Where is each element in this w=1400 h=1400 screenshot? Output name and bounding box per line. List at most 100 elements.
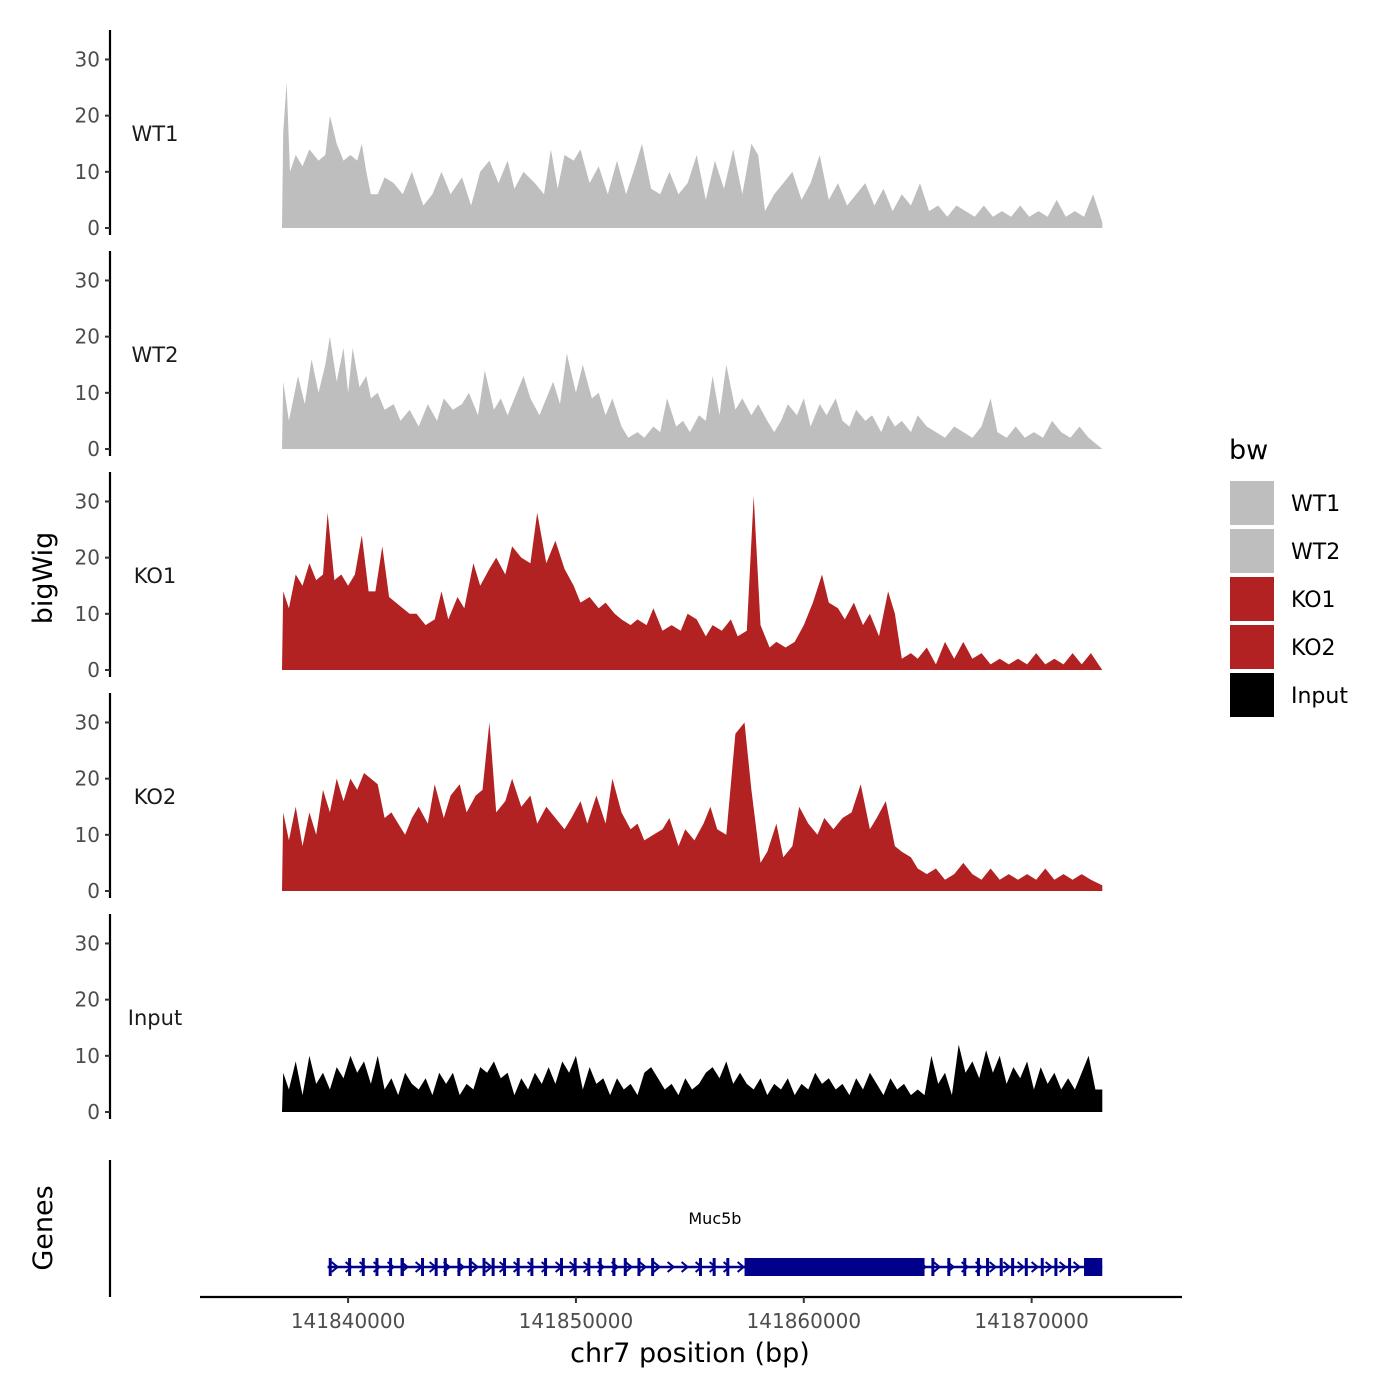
strand-arrow: [470, 1261, 480, 1273]
strand-arrow: [1044, 1261, 1054, 1273]
gene-name-label: Muc5b: [688, 1209, 741, 1228]
gene-exon: [637, 1258, 641, 1276]
y-tick-label: 20: [75, 325, 100, 349]
gene-exon: [651, 1258, 655, 1276]
strand-arrow: [722, 1261, 732, 1273]
y-tick-label: 10: [75, 160, 100, 184]
strand-arrow: [1016, 1261, 1026, 1273]
y-tick-label: 0: [87, 1100, 100, 1124]
legend-item-input: Input: [1228, 671, 1348, 719]
y-tick-label: 20: [75, 104, 100, 128]
y-tick-label: 20: [75, 546, 100, 570]
track-panel-ko1: 0 10 20 30 KO1: [75, 472, 1103, 682]
gene-exon: [1084, 1258, 1103, 1276]
y-tick-label: 20: [75, 767, 100, 791]
legend-item-ko2: KO2: [1228, 623, 1336, 671]
legend-label: KO2: [1291, 636, 1336, 661]
gene-exon: [999, 1258, 1003, 1276]
gene-exon: [573, 1258, 577, 1276]
track-label-ko2: KO2: [134, 785, 177, 809]
gene-exon: [947, 1258, 951, 1276]
gene-exon: [698, 1258, 702, 1276]
gene-exon: [389, 1258, 393, 1276]
gene-exon: [1068, 1258, 1072, 1276]
gene-muc5b: Muc5b: [327, 1209, 1103, 1276]
legend-item-wt2: WT2: [1228, 527, 1340, 575]
x-tick-label: 141840000: [291, 1309, 406, 1333]
track-panel-ko2: 0 10 20 30 KO2: [75, 693, 1103, 903]
strand-arrow: [1058, 1261, 1068, 1273]
gene-exon: [544, 1258, 548, 1276]
strand-arrow: [932, 1261, 942, 1273]
gene-exon: [375, 1258, 379, 1276]
gene-exon: [598, 1258, 602, 1276]
y-tick-label: 30: [75, 268, 100, 292]
gene-exon: [712, 1258, 716, 1276]
gene-exon: [457, 1258, 461, 1276]
legend-label: WT1: [1291, 492, 1340, 517]
y-tick-label: 10: [75, 381, 100, 405]
x-tick-label: 141850000: [519, 1309, 634, 1333]
legend: bw WT1 WT2 KO1 KO2 Input: [1228, 435, 1348, 719]
gene-exon: [1011, 1258, 1015, 1276]
legend-item-wt1: WT1: [1228, 479, 1340, 527]
y-tick-label: 30: [75, 489, 100, 513]
area-series-wt2: [282, 336, 1103, 449]
gene-exon: [491, 1258, 495, 1276]
area-series-wt1: [282, 81, 1103, 229]
legend-title: bw: [1229, 435, 1268, 466]
track-label-wt2: WT2: [132, 343, 179, 367]
y-tick-label: 0: [87, 216, 100, 240]
gene-exon: [559, 1258, 563, 1276]
track-panel-wt2: 0 10 20 30 WT2: [75, 251, 1103, 461]
gene-exon: [482, 1258, 486, 1276]
track-label-input: Input: [128, 1006, 182, 1030]
track-panel-wt1: 0 10 20 30 WT1: [75, 30, 1103, 240]
gene-exon: [348, 1258, 352, 1276]
legend-swatch: [1228, 623, 1276, 671]
area-series-input: [282, 1044, 1103, 1112]
gene-exon: [623, 1258, 627, 1276]
strand-arrow: [330, 1261, 340, 1273]
strand-arrow: [526, 1261, 536, 1273]
gene-exon: [744, 1258, 925, 1276]
y-tick-label: 0: [87, 658, 100, 682]
y-axis-title: bigWig: [28, 532, 59, 625]
gene-exon: [726, 1258, 730, 1276]
strand-arrow: [1002, 1261, 1012, 1273]
y-tick-label: 20: [75, 988, 100, 1012]
y-tick-label: 30: [75, 710, 100, 734]
strand-arrow: [624, 1261, 634, 1273]
y-tick-label: 0: [87, 437, 100, 461]
track-panels: 0 10 20 30 WT1 0 10 20 30 WT2 0 10 20 30 KO1 0 10 20 30 KO2…: [75, 30, 1103, 1124]
gene-exon: [516, 1258, 520, 1276]
strand-arrow: [736, 1261, 746, 1273]
gene-exon: [434, 1258, 438, 1276]
y-tick-label: 10: [75, 823, 100, 847]
strand-arrow: [484, 1261, 494, 1273]
legend-swatch: [1228, 575, 1276, 623]
track-label-ko1: KO1: [134, 564, 177, 588]
strand-arrow: [638, 1261, 648, 1273]
gene-exon: [1054, 1258, 1058, 1276]
strand-arrow: [680, 1261, 690, 1273]
gene-exon: [1024, 1258, 1028, 1276]
area-series-ko2: [282, 722, 1103, 891]
gene-exon: [530, 1258, 534, 1276]
legend-label: KO1: [1291, 588, 1336, 613]
area-series-ko1: [282, 495, 1103, 670]
genes-axis-title: Genes: [28, 1185, 59, 1270]
strand-arrow: [358, 1261, 368, 1273]
track-panel-input: 0 10 20 30 Input: [75, 914, 1103, 1124]
x-tick-label: 141870000: [974, 1309, 1089, 1333]
strand-arrow: [540, 1261, 550, 1273]
legend-swatch: [1228, 527, 1276, 575]
y-tick-label: 30: [75, 931, 100, 955]
legend-label: WT2: [1291, 540, 1340, 565]
strand-arrow: [988, 1261, 998, 1273]
track-label-wt1: WT1: [132, 122, 179, 146]
genes-track: Muc5b: [108, 1160, 1103, 1297]
gene-exon: [503, 1258, 507, 1276]
x-axis-title: chr7 position (bp): [570, 1338, 810, 1369]
y-tick-label: 10: [75, 602, 100, 626]
